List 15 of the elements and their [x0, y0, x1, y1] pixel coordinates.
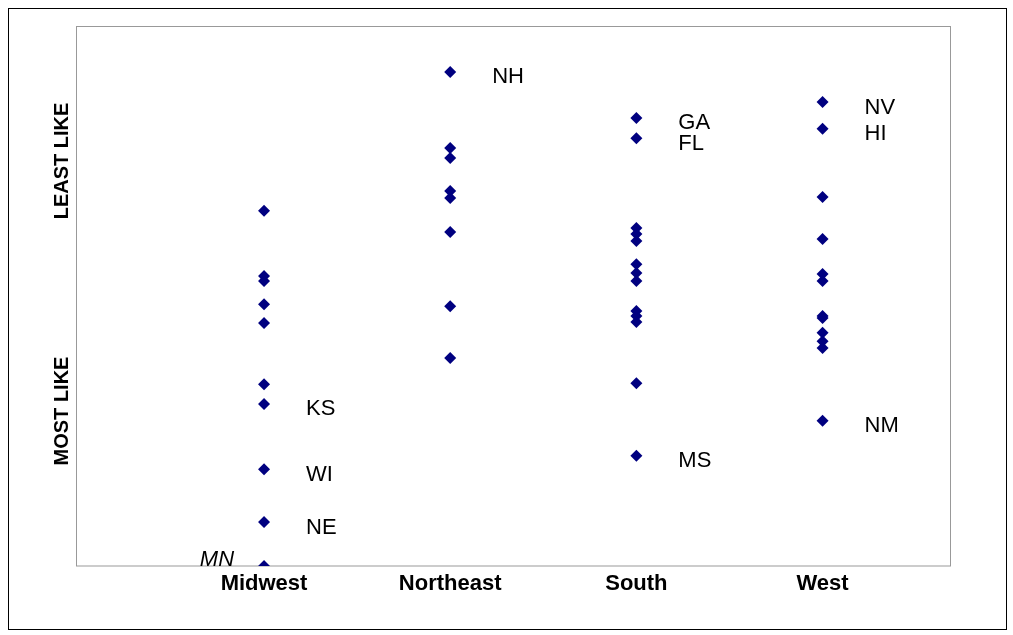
- x-tick-label: South: [605, 569, 668, 595]
- x-tick-label: Midwest: [220, 569, 309, 595]
- annotation: MS: [678, 447, 712, 473]
- annotation: NE: [306, 513, 337, 539]
- annotation: WI: [306, 460, 333, 486]
- annotation: KS: [306, 395, 336, 421]
- annotation: NM: [864, 412, 899, 438]
- annotation: MN: [199, 545, 235, 571]
- annotation: NH: [492, 63, 524, 89]
- annotation: HI: [864, 120, 887, 146]
- x-tick-label: Northeast: [398, 569, 503, 595]
- annotation: NV: [864, 93, 896, 119]
- text: MOST LIKE: [50, 356, 72, 466]
- x-tick-label: West: [796, 569, 850, 595]
- text: LEAST LIKE: [50, 102, 72, 220]
